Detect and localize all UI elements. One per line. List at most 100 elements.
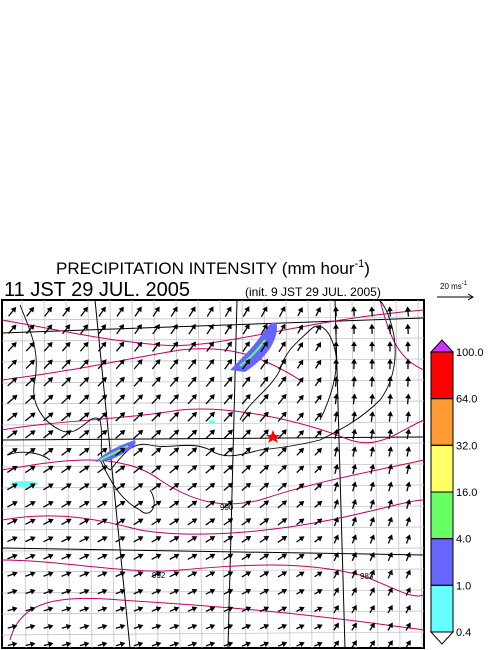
wind-vector-head [83, 501, 90, 507]
wind-vector-head [351, 587, 357, 594]
wind-vector-head [82, 324, 89, 330]
wind-vector-head [65, 501, 72, 507]
wind-vector-head [227, 411, 233, 418]
wind-vector-head [10, 324, 17, 331]
wind-vector-head [316, 553, 323, 560]
wind-vector-head [245, 482, 252, 489]
wind-vector-head [47, 518, 54, 524]
wind-vector-head [227, 447, 234, 453]
wind-vector-head [227, 623, 234, 630]
wind-vector-head [405, 393, 412, 399]
wind-vector-head [172, 323, 178, 330]
wind-vector-head [82, 306, 88, 313]
wind-vector-head [65, 430, 72, 436]
wind-vector-head [227, 376, 233, 383]
wind-vector-head [245, 588, 252, 595]
wind-vector-head [65, 623, 72, 630]
wind-vector-head [101, 376, 107, 383]
wind-vector-head [405, 587, 411, 593]
wind-vector-head [83, 412, 90, 418]
wind-vector-head [29, 623, 36, 630]
wind-vector-head [316, 518, 323, 524]
wind-vector-head [245, 641, 252, 648]
wind-vector-head [11, 394, 18, 401]
wind-vector-head [137, 465, 144, 471]
wind-vector-head [351, 411, 358, 417]
wind-vector-head [209, 553, 216, 559]
wind-vector-head [263, 553, 270, 559]
wind-vector-head [119, 465, 126, 471]
wind-vector-head [209, 482, 216, 489]
wind-vector-head [137, 483, 144, 489]
grid-line [1, 631, 425, 636]
wind-vector-head [351, 481, 358, 488]
wind-scale-text: 20 ms [440, 282, 462, 291]
wind-vector-head [298, 430, 304, 436]
wind-vector-head [281, 535, 288, 542]
wind-vector-head [333, 341, 339, 347]
wind-vector-head [298, 606, 305, 612]
wind-vector-head [155, 623, 162, 630]
wind-vector-head [83, 623, 90, 630]
wind-vector-head [208, 358, 215, 365]
wind-vector-head [209, 606, 216, 612]
wind-vector-head [333, 552, 339, 558]
grid-line [43, 299, 49, 649]
wind-vector-head [245, 429, 251, 436]
wind-vector-head [387, 569, 393, 576]
wind-vector-head [263, 571, 270, 577]
wind-vector-head [83, 341, 89, 348]
wind-vector-head [83, 588, 90, 595]
wind-vector-head [101, 518, 108, 524]
wind-vector-head [316, 500, 323, 507]
wind-vector-head [351, 499, 358, 505]
grid-line [285, 299, 291, 649]
wind-vector-head [137, 641, 144, 648]
wind-vector-head [281, 447, 287, 453]
wind-vector-head [263, 464, 269, 471]
wind-vector-head [351, 622, 357, 629]
wind-vector-head [29, 412, 36, 418]
wind-vector-head [281, 571, 288, 577]
title-sup: -1 [355, 258, 365, 270]
wind-vector-head [281, 411, 287, 418]
wind-vector-head [227, 553, 234, 559]
wind-vector-head [262, 341, 268, 347]
wind-vector-head [281, 606, 288, 612]
wind-vector-head [155, 606, 162, 612]
grid-line [219, 299, 225, 649]
wind-vector-head [405, 446, 412, 452]
wind-vector-head [405, 463, 412, 470]
location-star [266, 430, 280, 443]
wind-vector-head [387, 341, 393, 347]
wind-vector-head [208, 306, 214, 313]
wind-vector-head [369, 428, 376, 435]
wind-vector-head [119, 376, 125, 383]
wind-vector-head [29, 465, 36, 471]
wind-vector-head [209, 500, 216, 506]
wind-vector-head [28, 306, 35, 313]
wind-vector-head [29, 377, 36, 383]
wind-vector-head [387, 428, 394, 435]
wind-vector-head [47, 536, 54, 542]
wind-vector-head [351, 446, 358, 452]
wind-vector-head [333, 569, 339, 576]
wind-vector-head [316, 394, 322, 401]
grid-line [197, 299, 203, 649]
wind-vector-head [351, 323, 357, 329]
wind-vector-head [173, 465, 180, 471]
title-text: PRECIPITATION INTENSITY (mm hour [56, 259, 355, 278]
wind-vector-head [119, 412, 126, 418]
wind-vector-head [387, 393, 394, 399]
colorbar-label: 0.4 [456, 627, 471, 639]
wind-vector-head [209, 588, 216, 595]
wind-vector-head [100, 341, 107, 348]
wind-vector-head [351, 552, 357, 558]
wind-vector-head [298, 624, 305, 630]
wind-vector-head [10, 306, 17, 313]
colorbar-over [429, 339, 455, 353]
wind-vector-head [351, 306, 357, 312]
wind-vector-head [173, 447, 180, 453]
wind-vector-head [119, 571, 126, 577]
